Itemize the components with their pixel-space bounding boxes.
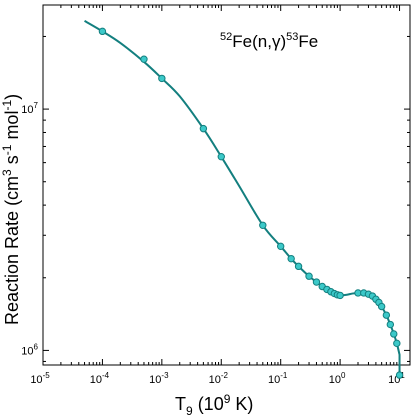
reaction-close: ) (280, 32, 286, 51)
y-title-sup3: -1 (0, 100, 14, 111)
x-title-sub: 9 (186, 404, 193, 418)
y-tick-label: 106 (21, 342, 38, 357)
data-point (294, 262, 303, 271)
y-title-mid2: mol (2, 111, 22, 145)
y-title-close: ) (2, 94, 22, 100)
axis-ticks (42, 5, 410, 365)
data-point (386, 320, 395, 329)
x-tick-label: 100 (329, 371, 346, 386)
y-title-sup1: 3 (0, 169, 14, 176)
x-title-base: T (175, 394, 186, 414)
y-title-base: Reaction Rate (cm (2, 176, 22, 325)
y-tick-label: 107 (21, 101, 38, 116)
data-point (259, 221, 267, 229)
y-title-sup2: -1 (0, 144, 14, 155)
reaction-gamma: γ (272, 32, 281, 51)
data-point (336, 291, 344, 300)
data-point (393, 339, 401, 348)
reaction-product: Fe (298, 32, 318, 51)
reaction-product-mass: 53 (286, 31, 298, 43)
x-tick-label: 10-5 (30, 371, 50, 386)
data-point (140, 55, 148, 63)
data-point (305, 272, 313, 280)
x-tick-label: 10-3 (149, 371, 169, 386)
x-tick-label: 10-4 (90, 371, 110, 386)
data-point (98, 27, 107, 36)
data-point (312, 278, 321, 286)
rate-curve (84, 20, 401, 376)
x-title-sup: 9 (224, 392, 231, 406)
y-title-mid1: s (2, 155, 22, 169)
data-point (287, 254, 295, 263)
data-point (395, 371, 404, 379)
data-point (377, 302, 386, 311)
plot-frame (42, 4, 411, 366)
data-point (382, 311, 391, 319)
x-tick-label: 10-1 (268, 371, 288, 386)
x-title-paren: (10 (193, 394, 224, 414)
data-point (199, 124, 208, 133)
data-markers (98, 27, 404, 379)
reaction-target: Fe(n, (232, 32, 272, 51)
y-axis-title: Reaction Rate (cm3 s-1 mol-1) (0, 94, 22, 325)
data-point (158, 74, 166, 83)
reaction-label: 52Fe(n,γ)53Fe (220, 31, 318, 51)
data-point (217, 152, 225, 161)
reaction-target-mass: 52 (220, 31, 232, 43)
x-axis-title: T9 (109 K) (175, 392, 253, 418)
x-tick-label: 10-2 (209, 371, 229, 386)
data-point (390, 330, 398, 338)
x-title-unit: K) (230, 394, 253, 414)
data-point (276, 242, 285, 251)
